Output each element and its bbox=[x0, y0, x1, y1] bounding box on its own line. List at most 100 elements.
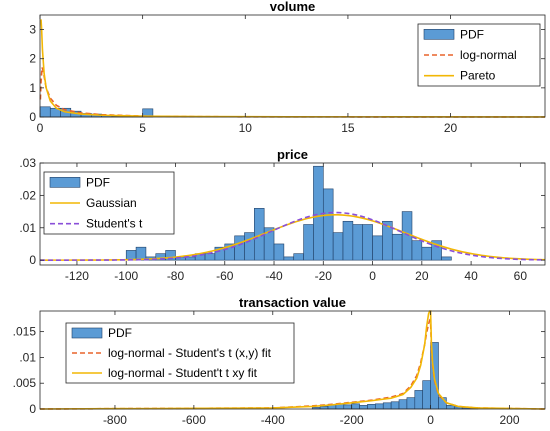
y-tick-label: .02 bbox=[19, 188, 36, 202]
y-axis: 0 .01 .02 .03 bbox=[19, 156, 545, 267]
y-tick-label: .01 bbox=[19, 350, 36, 364]
x-axis: -800 -600 -400 -200 0 200 bbox=[103, 311, 520, 427]
legend-swatch bbox=[423, 29, 455, 40]
x-tick-label: -120 bbox=[65, 269, 89, 283]
histogram-bar bbox=[422, 380, 431, 410]
x-tick-label: -200 bbox=[340, 413, 364, 427]
legend: PDF log-normal - Student's t (x,y) fit log… bbox=[65, 322, 295, 384]
histogram-bar bbox=[367, 404, 376, 410]
y-axis: 0 1 2 3 bbox=[29, 23, 545, 124]
chart-title: volume bbox=[270, 0, 316, 14]
x-tick-label: 40 bbox=[464, 269, 478, 283]
chart-title: transaction value bbox=[239, 295, 346, 310]
y-tick-label: 3 bbox=[29, 23, 36, 37]
y-tick-label: 1 bbox=[29, 81, 36, 95]
x-axis: -120 -100 -80 -60 -40 -20 0 20 40 60 bbox=[65, 163, 527, 283]
legend-swatch bbox=[71, 327, 103, 339]
chart-title: price bbox=[277, 147, 308, 162]
histogram-bar bbox=[39, 106, 51, 118]
histogram-bar bbox=[446, 405, 455, 410]
histogram-bar bbox=[303, 224, 314, 261]
histogram-bar bbox=[431, 240, 442, 261]
x-tick-label: -60 bbox=[216, 269, 234, 283]
histogram-bar bbox=[362, 224, 373, 261]
x-tick-label: 5 bbox=[139, 121, 146, 135]
histogram-bar bbox=[421, 246, 432, 261]
x-tick-label: 0 bbox=[369, 269, 376, 283]
histogram-bar bbox=[342, 220, 354, 261]
legend-label: log-normal - Student't t xy fit bbox=[108, 366, 258, 380]
histogram-bar bbox=[332, 232, 344, 261]
x-tick-label: 200 bbox=[499, 413, 519, 427]
histogram-bar bbox=[293, 253, 304, 261]
y-tick-label: .015 bbox=[13, 325, 37, 339]
x-tick-label: 15 bbox=[341, 121, 355, 135]
legend-label: Gaussian bbox=[86, 196, 137, 210]
chart-panel-1: 0 5 10 15 20 0 1 2 3 volume PDF log-normal Pareto bbox=[29, 0, 546, 135]
histogram-bar bbox=[322, 188, 334, 261]
histogram-bar bbox=[135, 246, 147, 261]
y-axis: 0 .005 .01 .015 bbox=[13, 325, 545, 416]
x-tick-label: 20 bbox=[444, 121, 458, 135]
histogram-bar bbox=[283, 256, 295, 261]
y-tick-label: .03 bbox=[19, 156, 36, 170]
x-tick-label: 0 bbox=[427, 413, 434, 427]
histogram-bar bbox=[273, 243, 285, 261]
histogram-bar bbox=[406, 397, 416, 410]
legend-box bbox=[65, 322, 295, 384]
histogram-bar bbox=[411, 240, 423, 261]
x-tick-label: -800 bbox=[103, 413, 127, 427]
x-tick-label: 60 bbox=[514, 269, 528, 283]
legend-label: PDF bbox=[460, 27, 484, 41]
histogram-bar bbox=[375, 403, 384, 410]
axes-frame bbox=[39, 162, 546, 266]
series-line bbox=[39, 310, 546, 410]
histogram-bars bbox=[125, 165, 452, 261]
x-tick-label: 10 bbox=[239, 121, 253, 135]
y-tick-label: 0 bbox=[29, 253, 36, 267]
series-line bbox=[40, 19, 546, 118]
histogram-bar bbox=[382, 402, 392, 410]
legend-label: Student's t bbox=[86, 217, 143, 231]
chart-panel-2: -120 -100 -80 -60 -40 -20 0 20 40 60 0 .01 .02 .03 pri… bbox=[19, 147, 546, 283]
histogram-bar bbox=[165, 250, 176, 261]
histogram-bar bbox=[125, 250, 137, 261]
histogram-bar bbox=[398, 399, 408, 410]
histogram-bar bbox=[414, 390, 423, 410]
histogram-bar bbox=[352, 224, 364, 261]
x-tick-label: -600 bbox=[182, 413, 206, 427]
x-tick-label: 0 bbox=[37, 121, 44, 135]
histogram-bar bbox=[244, 232, 255, 261]
y-tick-label: 0 bbox=[29, 110, 36, 124]
axes-frame bbox=[39, 310, 546, 410]
axes-frame bbox=[39, 14, 546, 118]
histogram-bar bbox=[343, 404, 352, 410]
legend: PDF log-normal Pareto bbox=[417, 23, 541, 87]
histogram-bar bbox=[372, 235, 383, 261]
y-tick-label: .005 bbox=[13, 376, 37, 390]
x-tick-label: -40 bbox=[265, 269, 283, 283]
y-tick-label: 0 bbox=[29, 402, 36, 416]
legend-label: Pareto bbox=[460, 69, 496, 83]
x-tick-label: -100 bbox=[114, 269, 138, 283]
histogram-bar bbox=[204, 253, 216, 261]
legend-label: PDF bbox=[108, 326, 132, 340]
histogram-bar bbox=[234, 235, 245, 261]
series-line bbox=[40, 211, 546, 261]
legend-label: log-normal - Student's t (x,y) fit bbox=[108, 346, 272, 360]
histogram-bar bbox=[391, 233, 403, 261]
y-tick-label: .01 bbox=[19, 221, 36, 235]
legend-label: PDF bbox=[86, 175, 110, 189]
x-axis: 0 5 10 15 20 bbox=[37, 15, 458, 135]
chart-panel-3: -800 -600 -400 -200 0 200 0 .005 .01 .015 transact… bbox=[13, 295, 546, 427]
histogram-bar bbox=[441, 256, 452, 261]
histogram-bar bbox=[359, 405, 368, 410]
histogram-bar bbox=[390, 401, 400, 410]
y-tick-label: 2 bbox=[29, 52, 36, 66]
x-tick-label: 20 bbox=[415, 269, 429, 283]
x-tick-label: -80 bbox=[167, 269, 185, 283]
legend-label: log-normal bbox=[460, 48, 517, 62]
legend-swatch bbox=[49, 177, 81, 188]
x-tick-label: -400 bbox=[261, 413, 285, 427]
